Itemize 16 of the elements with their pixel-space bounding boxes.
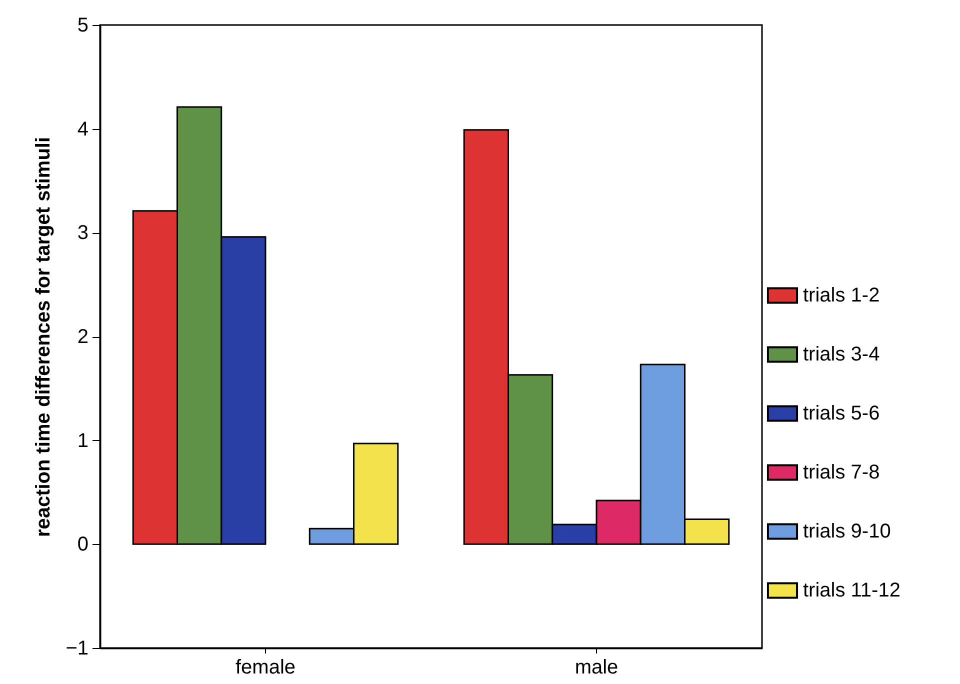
- legend-label: trials 3-4: [803, 344, 880, 366]
- y-tick-label: 1: [77, 430, 88, 452]
- y-tick-label: −1: [66, 638, 88, 660]
- x-tick-label: female: [235, 656, 296, 678]
- y-tick-label: 4: [77, 118, 88, 140]
- y-tick-label: 5: [77, 14, 88, 36]
- y-axis-title: reaction time differences for target stimuli: [32, 136, 55, 538]
- legend-label: trials 7-8: [803, 462, 880, 484]
- y-tick-label: 2: [77, 326, 88, 348]
- y-tick-label: 0: [77, 534, 88, 556]
- legend-label: trials 11-12: [803, 580, 900, 602]
- y-tick-label: 3: [77, 222, 88, 244]
- x-tick-label: male: [574, 656, 618, 678]
- legend-label: trials 9-10: [803, 520, 891, 542]
- legend-label: trials 5-6: [803, 402, 880, 424]
- legend-label: trials 1-2: [803, 284, 880, 306]
